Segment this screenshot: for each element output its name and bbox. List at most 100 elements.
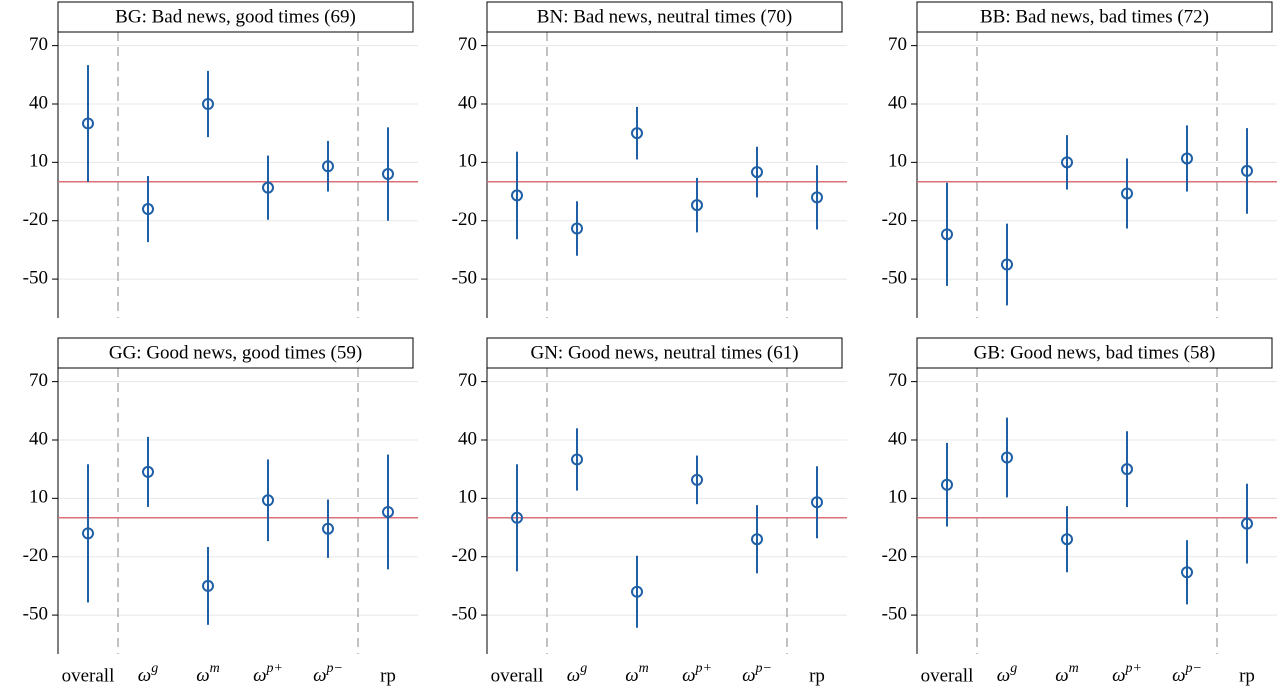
x-tick-label: ωg xyxy=(997,661,1017,686)
symbol: ω xyxy=(1112,665,1125,686)
x-tick-label: ωg xyxy=(138,661,158,686)
y-tick-label: -20 xyxy=(452,209,477,230)
point xyxy=(142,465,154,478)
symbol: ω xyxy=(742,665,755,686)
y-tick-label: 40 xyxy=(458,428,477,449)
point xyxy=(202,579,214,592)
panel-title: GB: Good news, bad times (58) xyxy=(974,342,1216,363)
point xyxy=(941,478,953,491)
symbol: ω xyxy=(253,665,266,686)
point xyxy=(1241,517,1253,530)
y-tick-label: -20 xyxy=(882,545,907,566)
y-tick-label: 10 xyxy=(888,487,907,508)
superscript: m xyxy=(1069,661,1079,676)
x-tick-label: ωp+ xyxy=(253,661,283,686)
point xyxy=(262,494,274,507)
y-tick-label: 40 xyxy=(29,92,48,113)
x-tick-label: overall xyxy=(921,665,974,686)
point xyxy=(941,228,953,241)
symbol: ω xyxy=(625,665,638,686)
x-tick-label: rp xyxy=(809,665,825,686)
point xyxy=(1001,451,1013,464)
point xyxy=(1121,187,1133,200)
point xyxy=(751,166,763,179)
panel-title: GG: Good news, good times (59) xyxy=(109,342,362,363)
symbol: ω xyxy=(997,665,1010,686)
point xyxy=(322,160,334,173)
x-tick-label: ωp− xyxy=(742,661,772,686)
y-tick-label: 70 xyxy=(29,370,48,391)
x-tick-label: rp xyxy=(1239,665,1255,686)
symbol: ω xyxy=(567,665,580,686)
x-tick-label: overall xyxy=(62,665,115,686)
point xyxy=(691,199,703,212)
symbol: ω xyxy=(1172,665,1185,686)
point xyxy=(631,127,643,140)
point xyxy=(631,585,643,598)
point xyxy=(691,473,703,486)
y-tick-label: -50 xyxy=(882,267,907,288)
y-tick-label: 10 xyxy=(458,487,477,508)
point xyxy=(571,222,583,235)
y-tick-label: 70 xyxy=(888,370,907,391)
panel-title: GN: Good news, neutral times (61) xyxy=(530,342,798,363)
point xyxy=(511,189,523,202)
superscript: p+ xyxy=(1124,661,1141,676)
symbol: ω xyxy=(138,665,151,686)
y-tick-label: 10 xyxy=(888,151,907,172)
point xyxy=(202,97,214,110)
y-tick-label: 70 xyxy=(29,34,48,55)
point xyxy=(811,496,823,509)
point xyxy=(1001,258,1013,271)
symbol: ω xyxy=(1055,665,1068,686)
superscript: p− xyxy=(325,661,342,676)
superscript: p− xyxy=(754,661,771,676)
y-tick-label: 70 xyxy=(458,370,477,391)
x-tick-label: ωm xyxy=(625,661,649,686)
y-tick-label: 40 xyxy=(888,92,907,113)
y-tick-label: 10 xyxy=(29,151,48,172)
y-tick-label: 10 xyxy=(29,487,48,508)
point xyxy=(322,522,334,535)
title-box xyxy=(57,337,414,369)
y-tick-label: -20 xyxy=(23,545,48,566)
superscript: p+ xyxy=(694,661,711,676)
y-tick-label: 40 xyxy=(29,428,48,449)
y-tick-label: -50 xyxy=(452,603,477,624)
title-box xyxy=(916,1,1273,33)
panel-title: BG: Bad news, good times (69) xyxy=(115,6,356,27)
y-tick-label: -20 xyxy=(452,545,477,566)
x-tick-label: ωp+ xyxy=(682,661,712,686)
y-tick-label: -50 xyxy=(23,603,48,624)
point xyxy=(1241,164,1253,177)
point xyxy=(511,511,523,524)
point xyxy=(142,203,154,216)
point xyxy=(1061,156,1073,169)
point xyxy=(751,533,763,546)
point xyxy=(571,453,583,466)
x-tick-label: ωp− xyxy=(1172,661,1202,686)
point xyxy=(262,181,274,194)
symbol: ω xyxy=(313,665,326,686)
panel-title: BN: Bad news, neutral times (70) xyxy=(537,6,792,27)
point xyxy=(1121,463,1133,476)
point xyxy=(82,117,94,130)
point xyxy=(82,527,94,540)
title-box xyxy=(916,337,1273,369)
x-tick-label: ωg xyxy=(567,661,587,686)
superscript: m xyxy=(639,661,649,676)
y-tick-label: -50 xyxy=(23,267,48,288)
x-tick-label: overall xyxy=(491,665,544,686)
y-tick-label: 40 xyxy=(888,428,907,449)
y-tick-label: 10 xyxy=(458,151,477,172)
point xyxy=(382,505,394,518)
x-tick-label: ωm xyxy=(196,661,220,686)
x-tick-label: ωm xyxy=(1055,661,1079,686)
y-tick-label: -50 xyxy=(882,603,907,624)
y-tick-label: 70 xyxy=(888,34,907,55)
point xyxy=(1181,566,1193,579)
point xyxy=(1061,533,1073,546)
point xyxy=(811,191,823,204)
superscript: g xyxy=(151,661,158,676)
